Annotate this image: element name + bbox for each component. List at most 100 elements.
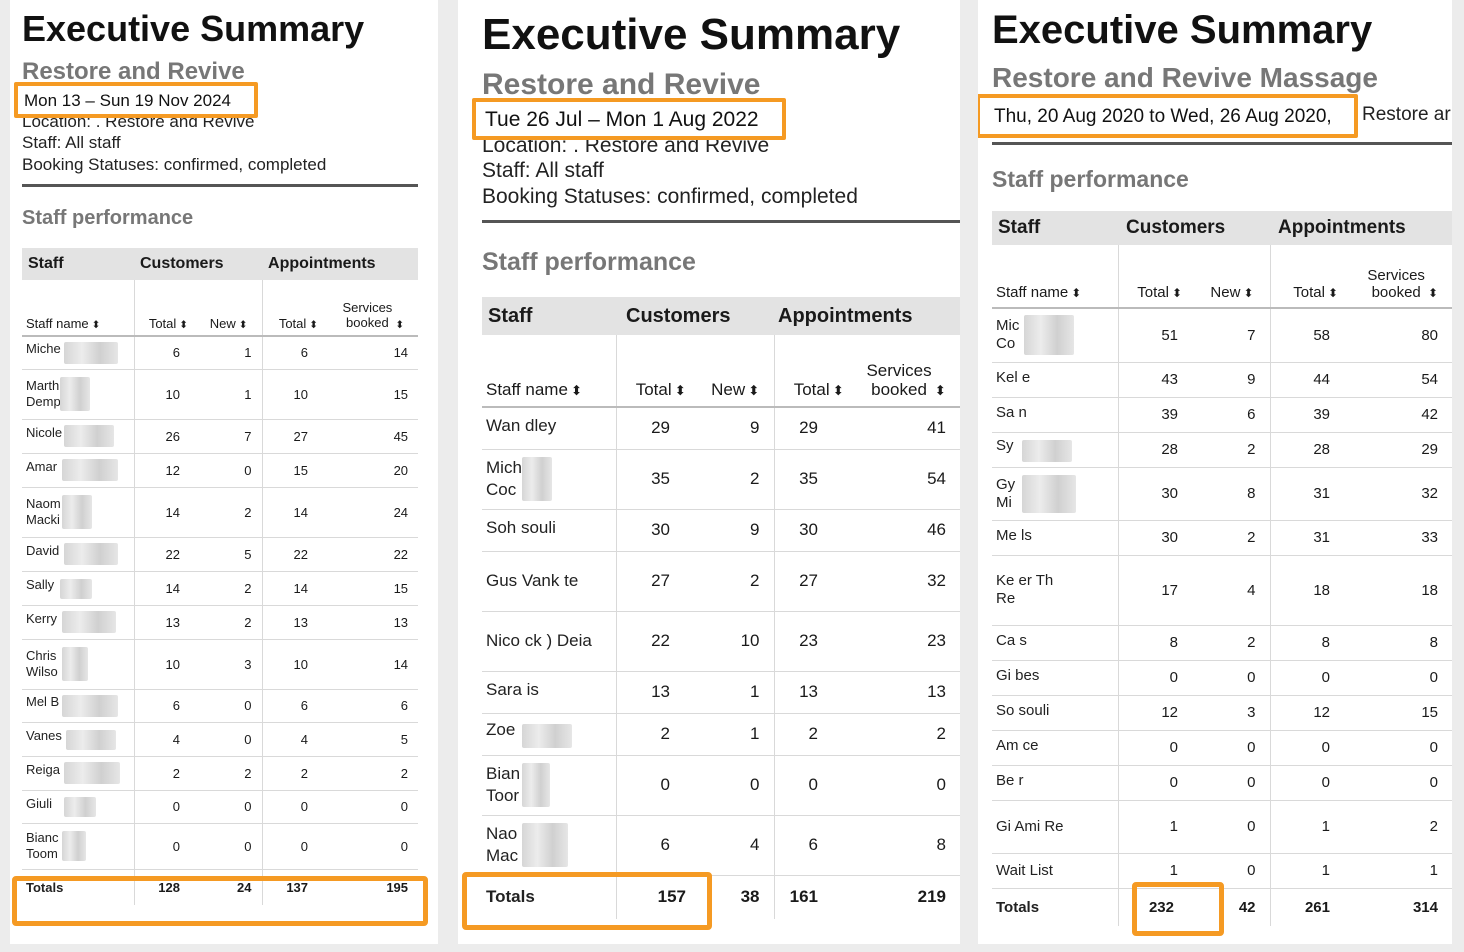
col-staff-name[interactable]: Staff name ⬍ [482,335,617,408]
customers-total-cell: 30 [616,509,700,552]
appointments-total-sum: 137 [286,879,309,895]
staff-name-cell: Chris Wilso [22,639,135,690]
table-row[interactable]: Kel e 43 9 44 54 [992,362,1452,398]
customers-new-cell: 0 [200,689,263,723]
table-row[interactable]: Amar 12 0 15 20 [22,453,419,488]
col-customers-new[interactable]: New ⬍ [200,280,263,337]
sort-icon: ⬍ [674,383,686,398]
col-customers-new[interactable]: New ⬍ [700,335,775,408]
table-row[interactable]: Marth Demp 10 1 10 15 [22,369,419,420]
col-services-booked[interactable]: Services booked ⬍ [850,335,960,408]
services-booked-cell: 32 [850,551,960,612]
appointments-total-cell: 0 [262,823,323,870]
staff-name-cell: Gy Mi [992,467,1119,521]
table-row[interactable]: Gus Vank te 27 2 27 32 [482,551,960,612]
appointments-total-cell: 27 [774,551,851,612]
col-staff-name[interactable]: Staff name ⬍ [22,280,135,337]
customers-new-cell: 0 [200,453,263,488]
appointments-total-cell: 1 [1270,853,1344,889]
table-row[interactable]: David 22 5 22 22 [22,537,419,572]
table-row[interactable]: Nicole 26 7 27 45 [22,419,419,454]
table-row[interactable]: Naom Macki 14 2 14 24 [22,487,419,538]
services-booked-cell: 2 [322,756,419,791]
redaction [1022,474,1076,513]
totals-label: Totals [22,869,135,905]
appointments-total-sum: 161 [789,887,819,907]
services-booked-cell: 54 [1344,362,1452,398]
table-row[interactable]: Reiga 2 2 2 2 [22,756,419,791]
table-row[interactable]: Sara is 13 1 13 13 [482,671,960,714]
services-booked-cell: 41 [850,407,960,450]
appointments-total-cell: 39 [1270,397,1344,433]
staff-name-cell: So souli [992,695,1119,731]
table-row[interactable]: Bianc Toom 0 0 0 0 [22,823,419,870]
services-booked-cell: 0 [322,823,419,870]
redaction [64,762,120,785]
table-row[interactable]: Mel B 6 0 6 6 [22,689,419,723]
appointments-total-sum: 261 [1304,898,1330,916]
col-appointments-total[interactable]: Total ⬍ [262,280,323,337]
col-services-booked[interactable]: Services booked ⬍ [322,280,419,337]
services-booked-cell: 6 [322,689,419,723]
table-row[interactable]: Giuli 0 0 0 0 [22,790,419,824]
table-row[interactable]: Miche 6 1 6 14 [22,336,419,370]
table-row[interactable]: Wan dley 29 9 29 41 [482,407,960,450]
table-row[interactable]: Sy 28 2 28 29 [992,432,1452,468]
appointments-total-cell: 10 [262,369,323,420]
appointments-total-cell: 8 [1270,625,1344,661]
services-booked-cell: 8 [850,815,960,876]
staff-name-cell: Sally [22,571,135,606]
table-row[interactable]: Nico ck ) Deia 22 10 23 23 [482,611,960,672]
table-row[interactable]: Nao Mac 6 4 6 8 [482,815,960,876]
services-booked-cell: 2 [1344,800,1452,854]
table-row[interactable]: Gi Ami Re 1 0 1 2 [992,800,1452,854]
table-row[interactable]: Be r 0 0 0 0 [992,765,1452,801]
staff-performance-table: Staff Customers Appointments Staff name ⬍… [482,297,960,919]
table-row[interactable]: Me ls 30 2 31 33 [992,520,1452,556]
staff-filter: Staff: All staff [22,133,121,152]
table-row[interactable]: Mic Co 51 7 58 80 [992,308,1452,363]
table-row[interactable]: Am ce 0 0 0 0 [992,730,1452,766]
col-appointments-total[interactable]: Total ⬍ [774,335,851,408]
table-row[interactable]: Bian Toor 0 0 0 0 [482,755,960,816]
table-row[interactable]: Chris Wilso 10 3 10 14 [22,639,419,690]
col-customers-total[interactable]: Total ⬍ [134,280,200,337]
sort-icon: ⬍ [1327,286,1338,300]
customers-total-cell: 2 [134,756,200,791]
table-row[interactable]: Ca s 8 2 8 8 [992,625,1452,661]
table-row[interactable]: Vanes 4 0 4 5 [22,722,419,757]
redaction [62,459,118,482]
col-services-booked[interactable]: Services booked ⬍ [1344,245,1452,309]
table-row[interactable]: Mich Coc 35 2 35 54 [482,449,960,510]
table-row[interactable]: Gy Mi 30 8 31 32 [992,467,1452,521]
table-row[interactable]: Zoe 2 1 2 2 [482,713,960,756]
appointments-total-cell: 31 [1270,467,1344,521]
customers-new-cell: 2 [200,487,263,538]
table-row[interactable]: So souli 12 3 12 15 [992,695,1452,731]
table-row[interactable]: Ke er Th Re 17 4 18 18 [992,555,1452,626]
table-row[interactable]: Soh souli 30 9 30 46 [482,509,960,552]
table-row[interactable]: Wait List 1 0 1 1 [992,853,1452,889]
staff-filter: Staff: All staff [482,159,604,182]
services-booked-cell: 32 [1344,467,1452,521]
customers-total-cell: 14 [134,487,200,538]
col-customers-new[interactable]: New ⬍ [1194,245,1271,309]
col-staff-name[interactable]: Staff name ⬍ [992,245,1119,309]
services-booked-cell: 0 [850,755,960,816]
table-row[interactable]: Gi bes 0 0 0 0 [992,660,1452,696]
services-booked-cell: 13 [850,671,960,714]
customers-new-cell: 2 [200,571,263,606]
services-booked-cell: 24 [322,487,419,538]
col-appointments-total[interactable]: Total ⬍ [1270,245,1344,309]
col-customers-total[interactable]: Total ⬍ [616,335,700,408]
table-row[interactable]: Kerry 13 2 13 13 [22,605,419,640]
table-row[interactable]: Sally 14 2 14 15 [22,571,419,606]
appointments-total-cell: 1 [1270,800,1344,854]
staff-name-cell: Naom Macki [22,487,135,538]
customers-new-cell: 0 [1194,765,1271,801]
staff-name-cell: Nicole [22,419,135,454]
col-customers-total[interactable]: Total ⬍ [1118,245,1194,309]
table-row[interactable]: Sa n 39 6 39 42 [992,397,1452,433]
redaction [522,823,568,867]
date-range: Tue 26 Jul – Mon 1 Aug 2022 [472,98,786,140]
